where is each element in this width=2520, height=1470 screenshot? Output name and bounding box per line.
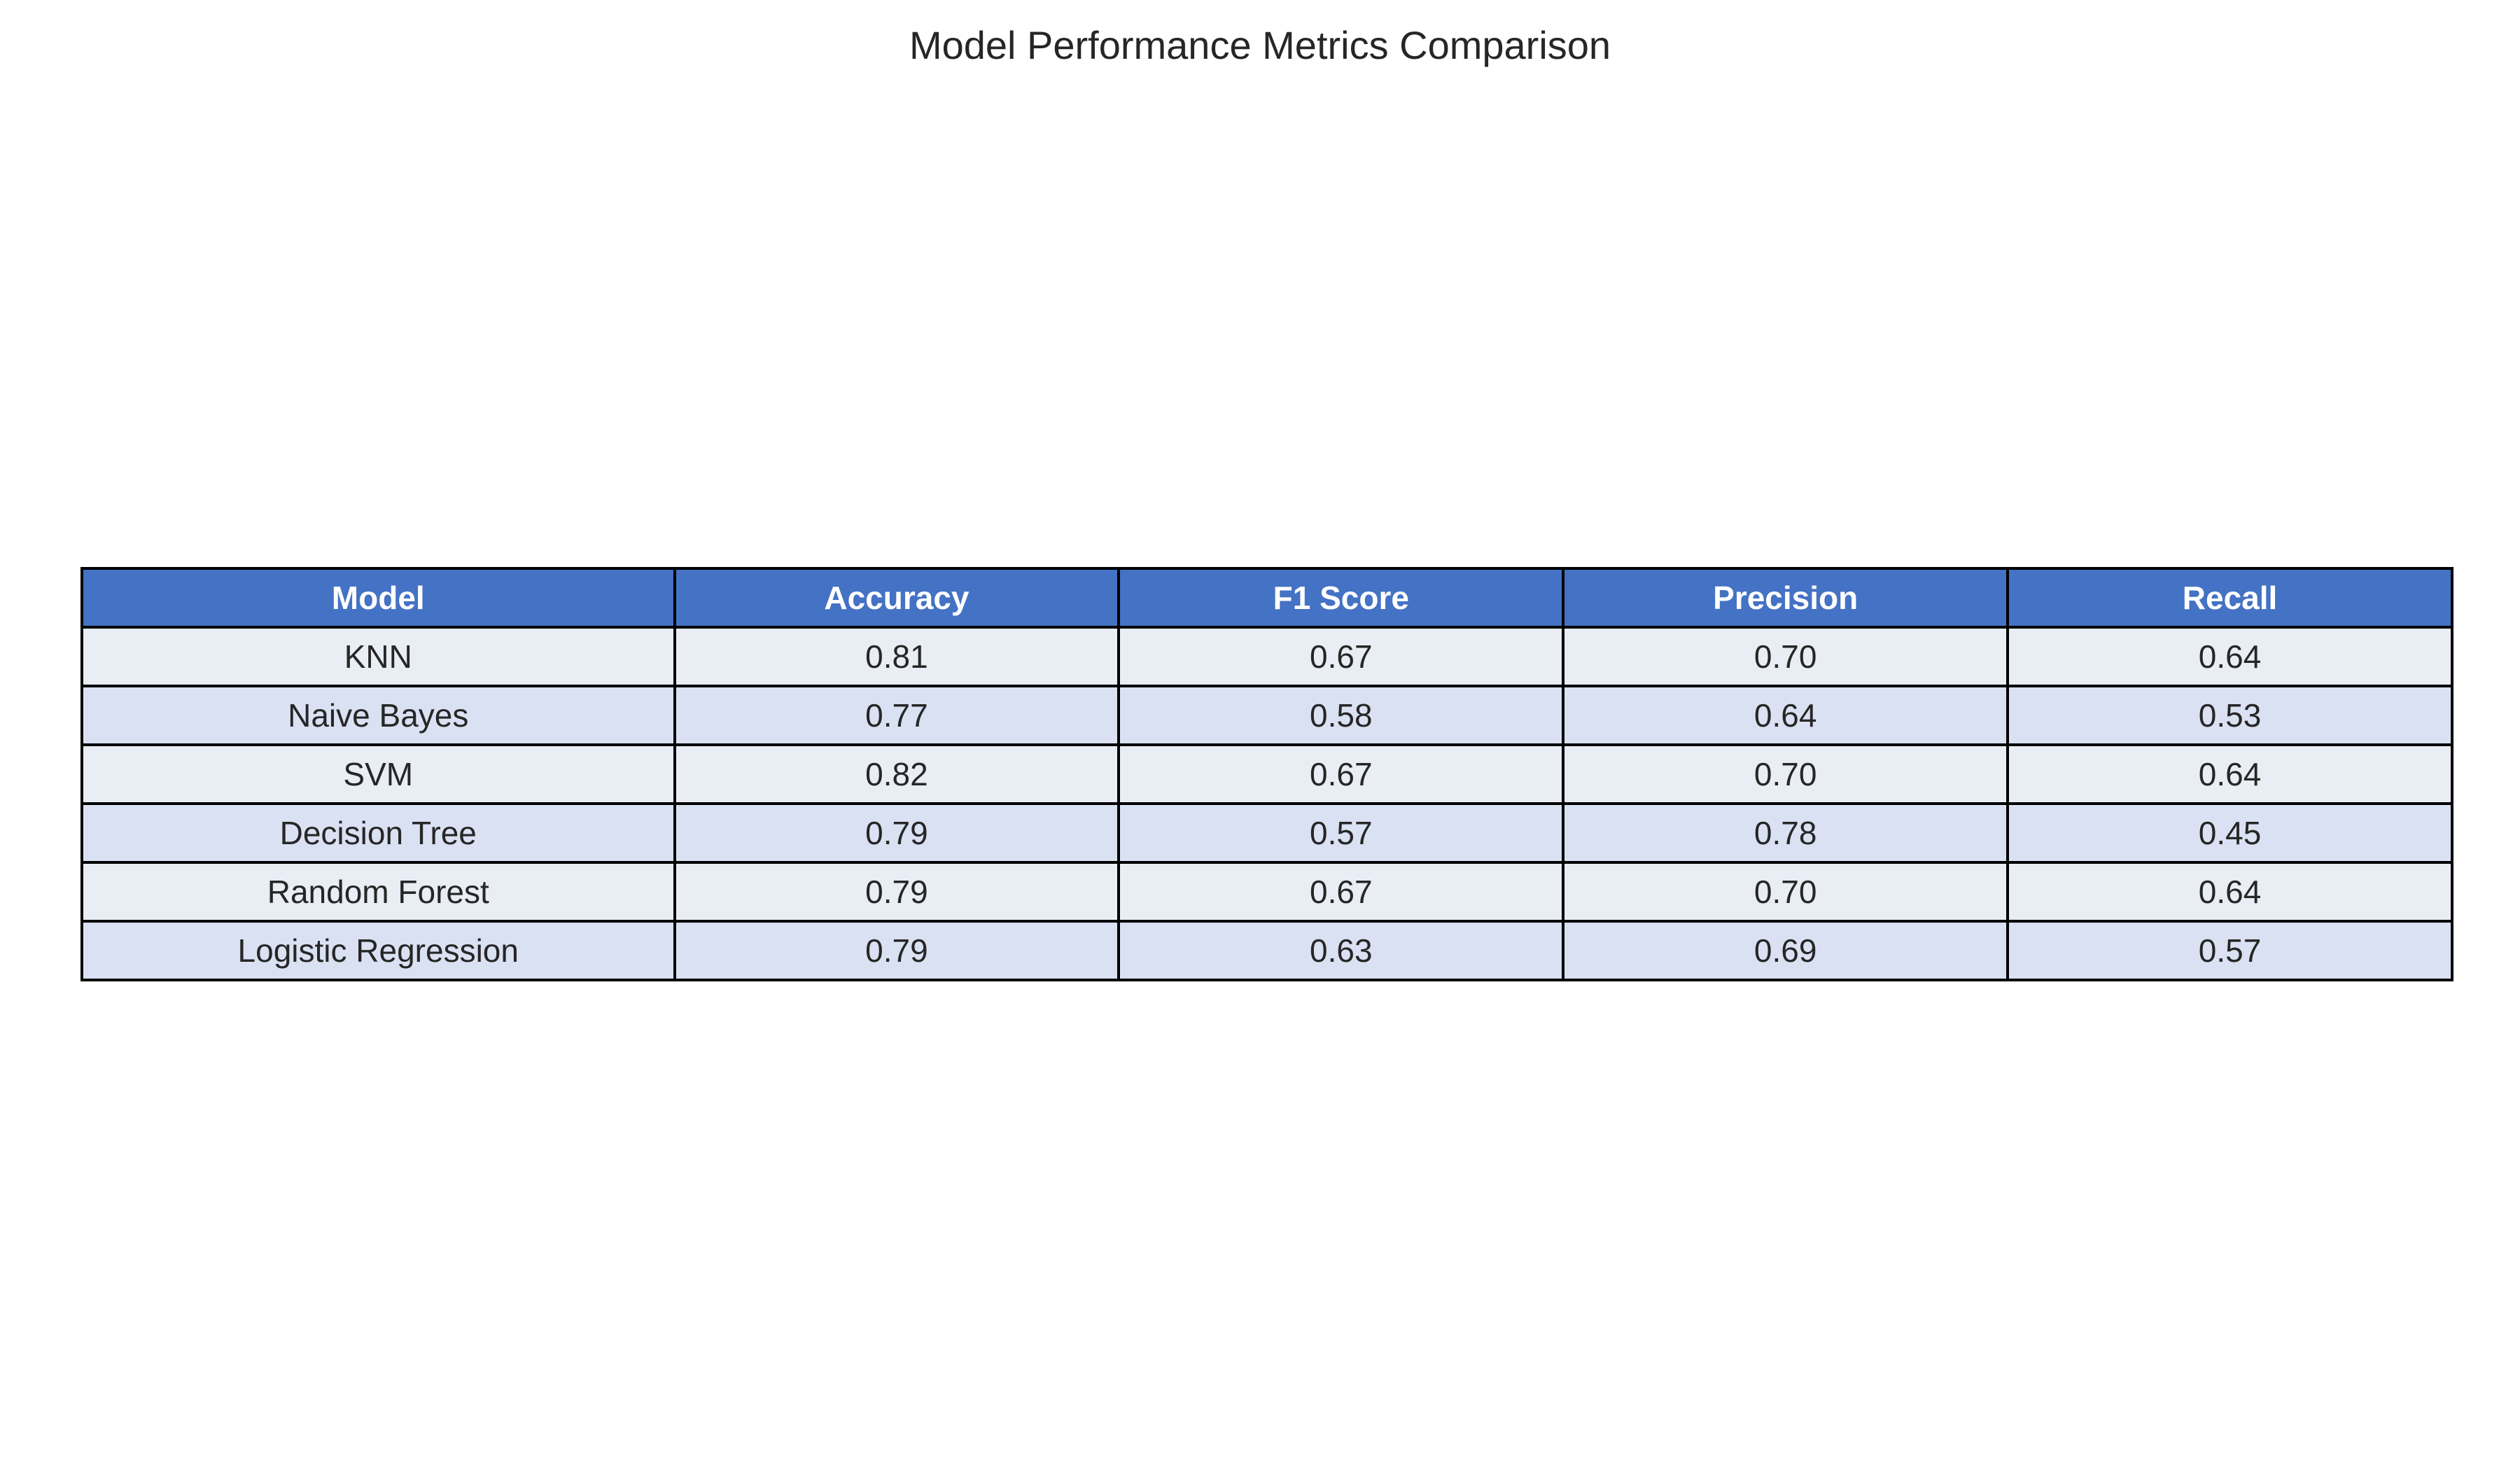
cell-recall: 0.64 [2006, 743, 2454, 805]
cell-recall: 0.64 [2006, 626, 2454, 687]
cell-precision: 0.78 [1562, 802, 2010, 864]
cell-model: Naive Bayes [80, 685, 676, 746]
table-row: Naive Bayes 0.77 0.58 0.64 0.53 [80, 685, 2454, 746]
cell-model: Logistic Regression [80, 920, 676, 981]
cell-precision: 0.70 [1562, 861, 2010, 923]
table-row: SVM 0.82 0.67 0.70 0.64 [80, 743, 2454, 805]
cell-model: SVM [80, 743, 676, 805]
column-header-precision: Precision [1562, 567, 2010, 629]
cell-f1-score: 0.58 [1117, 685, 1565, 746]
cell-recall: 0.53 [2006, 685, 2454, 746]
cell-precision: 0.70 [1562, 743, 2010, 805]
table-header: Model Accuracy F1 Score Precision Recall [80, 567, 2454, 629]
cell-precision: 0.69 [1562, 920, 2010, 981]
cell-model: Decision Tree [80, 802, 676, 864]
table-body: KNN 0.81 0.67 0.70 0.64 Naive Bayes 0.77… [80, 626, 2454, 981]
column-header-f1-score: F1 Score [1117, 567, 1565, 629]
table-row: Decision Tree 0.79 0.57 0.78 0.45 [80, 802, 2454, 864]
table-row: Logistic Regression 0.79 0.63 0.69 0.57 [80, 920, 2454, 981]
cell-precision: 0.70 [1562, 626, 2010, 687]
cell-f1-score: 0.67 [1117, 743, 1565, 805]
column-header-recall: Recall [2006, 567, 2454, 629]
chart-title: Model Performance Metrics Comparison [909, 23, 1611, 67]
cell-f1-score: 0.67 [1117, 626, 1565, 687]
cell-accuracy: 0.79 [673, 920, 1121, 981]
cell-precision: 0.64 [1562, 685, 2010, 746]
cell-accuracy: 0.79 [673, 861, 1121, 923]
column-header-model: Model [80, 567, 676, 629]
cell-accuracy: 0.79 [673, 802, 1121, 864]
cell-model: Random Forest [80, 861, 676, 923]
cell-accuracy: 0.82 [673, 743, 1121, 805]
cell-recall: 0.57 [2006, 920, 2454, 981]
table-row: KNN 0.81 0.67 0.70 0.64 [80, 626, 2454, 687]
metrics-table-container: Model Accuracy F1 Score Precision Recall… [80, 567, 2454, 981]
header-row: Model Accuracy F1 Score Precision Recall [80, 567, 2454, 629]
cell-f1-score: 0.67 [1117, 861, 1565, 923]
cell-f1-score: 0.63 [1117, 920, 1565, 981]
metrics-table: Model Accuracy F1 Score Precision Recall… [80, 567, 2454, 981]
cell-f1-score: 0.57 [1117, 802, 1565, 864]
column-header-accuracy: Accuracy [673, 567, 1121, 629]
cell-recall: 0.64 [2006, 861, 2454, 923]
cell-accuracy: 0.77 [673, 685, 1121, 746]
cell-accuracy: 0.81 [673, 626, 1121, 687]
cell-recall: 0.45 [2006, 802, 2454, 864]
table-row: Random Forest 0.79 0.67 0.70 0.64 [80, 861, 2454, 923]
cell-model: KNN [80, 626, 676, 687]
